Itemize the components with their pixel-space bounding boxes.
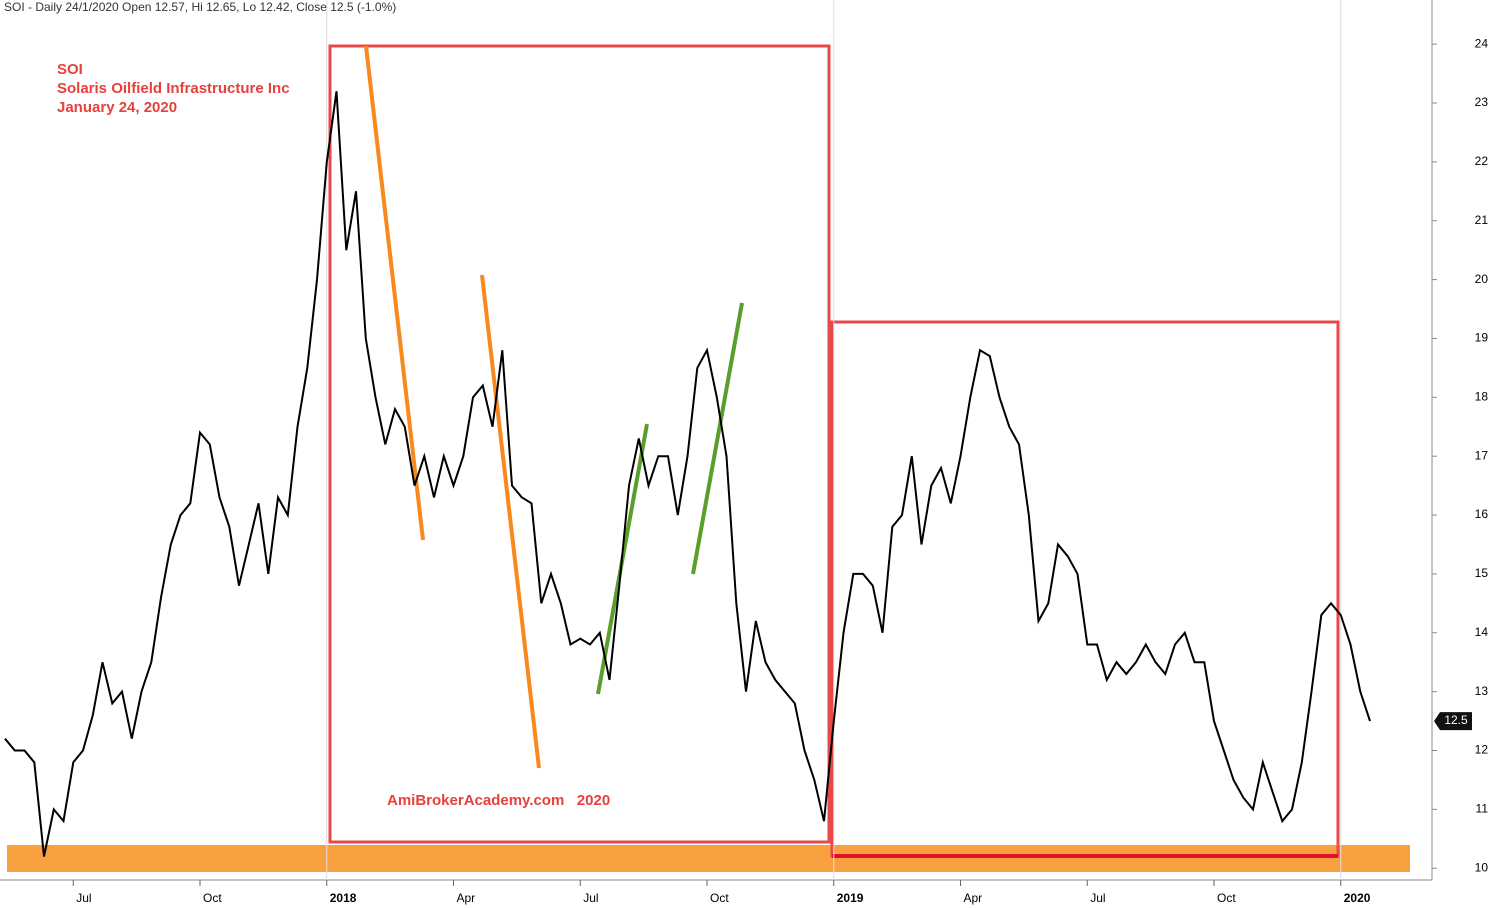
trendline: [691, 302, 744, 575]
x-tick-label: 2020: [1344, 891, 1371, 905]
x-tick-label: Jul: [583, 891, 598, 905]
price-line: [4, 91, 1371, 857]
x-tick-label: Apr: [457, 891, 476, 905]
y-tick-label: 23: [1475, 95, 1489, 109]
range-box: [830, 320, 1340, 858]
x-tick-label: Jul: [1090, 891, 1105, 905]
y-tick-label: 19: [1475, 331, 1489, 345]
watermark: AmiBrokerAcademy.com 2020: [387, 792, 610, 809]
y-tick-label: 22: [1475, 154, 1489, 168]
y-tick-label: 14: [1475, 625, 1489, 639]
y-tick-label: 17: [1475, 448, 1489, 462]
x-tick-label: Oct: [203, 891, 222, 905]
annotation: January 24, 2020: [57, 99, 177, 116]
y-tick-label: 24: [1475, 36, 1489, 50]
trendline: [480, 274, 541, 769]
trendline: [364, 45, 425, 541]
annotation: Solaris Oilfield Infrastructure Inc: [57, 80, 290, 97]
boxes: [328, 44, 1340, 858]
y-tick-label: 12: [1475, 743, 1489, 757]
chart-title: SOI - Daily 24/1/2020 Open 12.57, Hi 12.…: [4, 0, 396, 14]
x-tick-label: 2019: [837, 891, 864, 905]
last-price-label: 12.5: [1444, 713, 1468, 727]
y-tick-label: 11: [1476, 802, 1489, 816]
y-tick-label: 20: [1475, 272, 1489, 286]
support-band: [7, 845, 1410, 872]
y-tick-label: 16: [1475, 507, 1489, 521]
x-tick-label: Oct: [1217, 891, 1236, 905]
y-tick-label: 21: [1475, 213, 1489, 227]
x-tick-label: Oct: [710, 891, 729, 905]
x-tick-label: 2018: [330, 891, 357, 905]
annotation: SOI: [57, 61, 83, 78]
range-box: [328, 44, 831, 844]
last-price-box: [1434, 712, 1472, 731]
y-tick-label: 10: [1475, 860, 1489, 874]
y-tick-label: 15: [1475, 566, 1489, 580]
trendlines: [364, 45, 744, 769]
x-tick-label: Apr: [964, 891, 983, 905]
y-tick-label: 13: [1475, 684, 1489, 698]
y-tick-label: 18: [1475, 389, 1489, 403]
x-tick-label: Jul: [76, 891, 91, 905]
